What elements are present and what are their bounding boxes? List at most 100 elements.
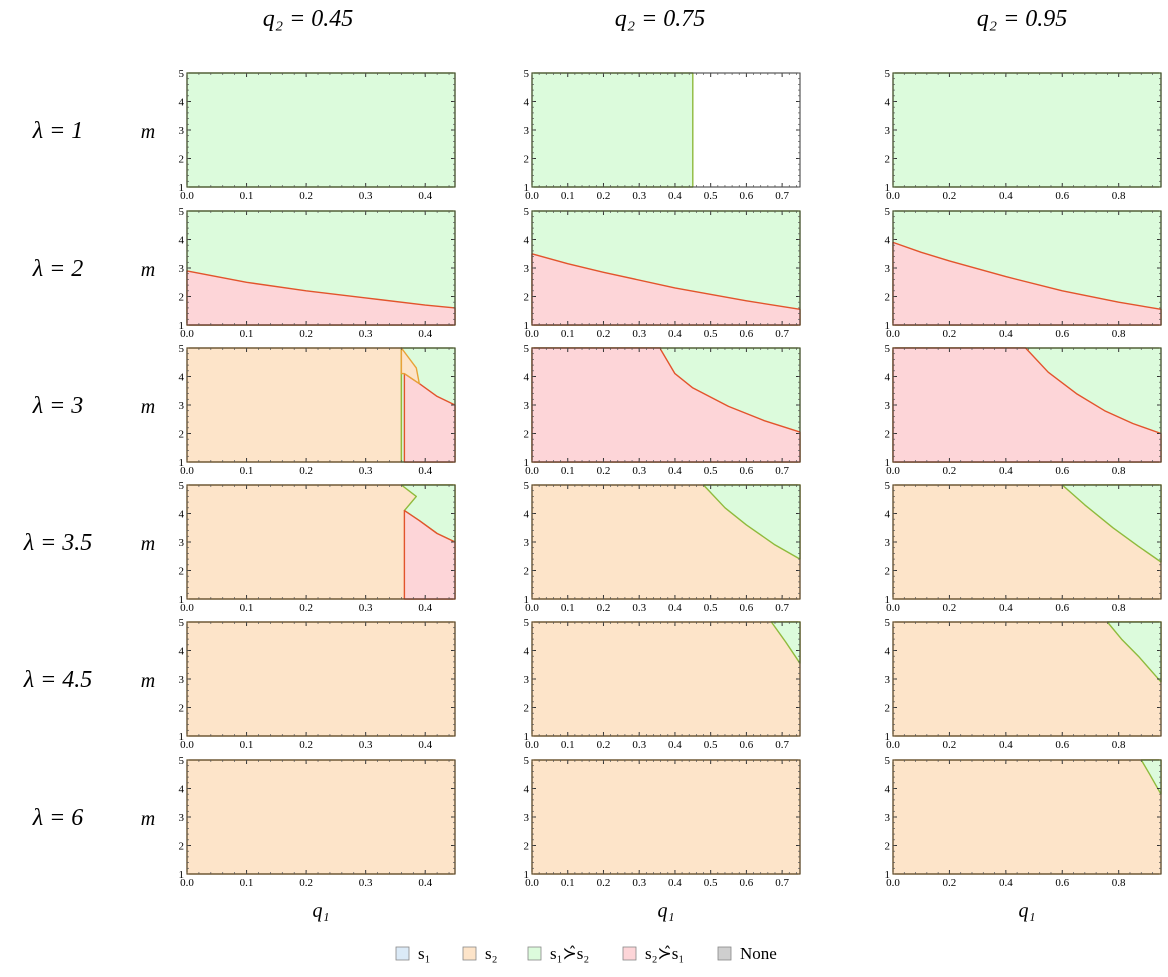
- column-title-1: q₂ = 0.75: [615, 6, 706, 32]
- y-tick-label: 3: [524, 125, 530, 137]
- y-tick-label: 4: [179, 372, 185, 384]
- y-tick-label: 1: [179, 731, 185, 743]
- y-tick-label: 1: [524, 869, 530, 881]
- y-tick-label: 4: [524, 784, 530, 796]
- column-title-2: q₂ = 0.95: [977, 6, 1068, 32]
- panel-r4-c2: 1 2 3 4 5 0.0 0.2 0.4 0.6 0.8: [885, 617, 1162, 751]
- x-tick-label: 0.4: [418, 465, 432, 477]
- y-tick-label: 4: [524, 97, 530, 109]
- y-tick-label: 1: [885, 320, 891, 332]
- x-tick-label: 0.5: [704, 602, 718, 614]
- x-tick-label: 0.0: [886, 465, 900, 477]
- y-tick-label: 1: [179, 457, 185, 469]
- x-tick-label: 0.4: [668, 465, 682, 477]
- x-tick-label: 0.2: [597, 190, 611, 202]
- x-tick-label: 0.5: [704, 465, 718, 477]
- x-tick-label: 0.2: [597, 877, 611, 889]
- panel-r1-c0: 1 2 3 4 5 0.0 0.1 0.2 0.3 0.4: [179, 206, 456, 340]
- x-tick-label: 0.4: [418, 602, 432, 614]
- panel-r5-c2: 1 2 3 4 5 0.0 0.2 0.4 0.6 0.8: [885, 755, 1162, 889]
- y-tick-label: 4: [179, 509, 185, 521]
- x-tick-label: 0.4: [999, 877, 1013, 889]
- x-tick-label: 0.5: [704, 190, 718, 202]
- x-tick-label: 0.2: [299, 328, 313, 340]
- panel-r3-c0: 1 2 3 4 5 0.0 0.1 0.2 0.3 0.4: [179, 480, 456, 614]
- panel-r0-c1: 1 2 3 4 5 0.0 0.1 0.2 0.3 0.4 0.5 0.6 0.7: [524, 68, 801, 202]
- y-tick-label: 3: [179, 125, 185, 137]
- legend-label-s2: s₂: [485, 944, 498, 963]
- x-tick-label: 0.6: [740, 190, 754, 202]
- y-tick-label: 3: [524, 812, 530, 824]
- x-tick-label: 0.2: [597, 465, 611, 477]
- y-tick-label: 5: [179, 617, 185, 629]
- x-tick-label: 0.2: [943, 328, 957, 340]
- row-title: λ = 6: [32, 805, 84, 831]
- y-tick-label: 2: [524, 154, 530, 166]
- y-tick-label: 5: [524, 480, 530, 492]
- legend-label-s1-over-s2: s₁≻̂s₂: [550, 944, 589, 963]
- y-tick-label: 4: [524, 509, 530, 521]
- x-tick-label: 0.0: [180, 877, 194, 889]
- x-axis-label: q₁: [1019, 900, 1036, 922]
- y-tick-label: 3: [179, 812, 185, 824]
- x-tick-label: 0.2: [299, 465, 313, 477]
- x-tick-label: 0.0: [180, 602, 194, 614]
- y-tick-label: 5: [179, 206, 185, 218]
- x-tick-label: 0.3: [632, 328, 646, 340]
- y-tick-label: 3: [885, 125, 891, 137]
- y-tick-label: 3: [524, 400, 530, 412]
- x-tick-label: 0.0: [180, 739, 194, 751]
- panel-r1-c1: 1 2 3 4 5 0.0 0.1 0.2 0.3 0.4 0.5 0.6 0.7: [524, 206, 801, 340]
- x-tick-label: 0.1: [240, 328, 254, 340]
- y-tick-label: 2: [524, 703, 530, 715]
- x-axis-label: q₁: [313, 900, 330, 922]
- y-tick-label: 1: [885, 731, 891, 743]
- x-tick-label: 0.1: [561, 190, 575, 202]
- x-tick-label: 0.0: [525, 190, 539, 202]
- region-s2: [531, 759, 801, 875]
- panel-r1-c2: 1 2 3 4 5 0.0 0.2 0.4 0.6 0.8: [885, 206, 1162, 340]
- y-tick-label: 1: [524, 457, 530, 469]
- panel-r0-c0: 1 2 3 4 5 0.0 0.1 0.2 0.3 0.4: [179, 68, 456, 202]
- x-tick-label: 0.7: [775, 465, 789, 477]
- legend-label-s2-over-s1: s₂≻̂s₁: [645, 944, 684, 963]
- y-axis-label: m: [141, 121, 155, 143]
- x-tick-label: 0.1: [561, 602, 575, 614]
- x-tick-label: 0.2: [299, 190, 313, 202]
- y-tick-label: 5: [524, 617, 530, 629]
- y-tick-label: 4: [179, 646, 185, 658]
- x-tick-label: 0.3: [632, 602, 646, 614]
- row-title: λ = 1: [32, 118, 84, 144]
- x-tick-label: 0.1: [240, 190, 254, 202]
- region-s2: [186, 347, 403, 463]
- y-tick-label: 4: [179, 97, 185, 109]
- panel-r0-c2: 1 2 3 4 5 0.0 0.2 0.4 0.6 0.8: [885, 68, 1162, 202]
- y-tick-label: 5: [179, 755, 185, 767]
- x-tick-label: 0.5: [704, 328, 718, 340]
- panel-r3-c2: 1 2 3 4 5 0.0 0.2 0.4 0.6 0.8: [885, 480, 1162, 614]
- panel-r3-c1: 1 2 3 4 5 0.0 0.1 0.2 0.3 0.4 0.5 0.6 0.7: [524, 480, 801, 614]
- row-title: λ = 3: [32, 393, 84, 419]
- y-tick-label: 5: [179, 480, 185, 492]
- x-tick-label: 0.6: [740, 328, 754, 340]
- y-tick-label: 1: [885, 457, 891, 469]
- y-axis-label: m: [141, 808, 155, 830]
- panel-r4-c1: 1 2 3 4 5 0.0 0.1 0.2 0.3 0.4 0.5 0.6 0.7: [524, 617, 801, 751]
- region-s2: [186, 759, 456, 875]
- x-tick-label: 0.6: [1055, 328, 1069, 340]
- y-tick-label: 4: [885, 784, 891, 796]
- x-tick-label: 0.0: [886, 739, 900, 751]
- region-s1-over-s2: [186, 72, 456, 188]
- y-axis-label: m: [141, 670, 155, 692]
- x-tick-label: 0.0: [525, 739, 539, 751]
- row-labels: λ = 1 m λ = 2 m λ = 3 m λ = 3.5 m λ = 4.5 m λ = 6 m: [23, 118, 156, 831]
- x-tick-label: 0.1: [240, 602, 254, 614]
- x-tick-label: 0.5: [704, 739, 718, 751]
- x-tick-label: 0.2: [299, 877, 313, 889]
- panel-r5-c0: 1 2 3 4 5 0.0 0.1 0.2 0.3 0.4: [179, 755, 456, 889]
- x-tick-label: 0.3: [632, 739, 646, 751]
- y-tick-label: 5: [885, 68, 891, 80]
- x-tick-label: 0.6: [740, 739, 754, 751]
- legend-swatch-s2: [462, 946, 477, 961]
- y-tick-label: 2: [885, 429, 891, 441]
